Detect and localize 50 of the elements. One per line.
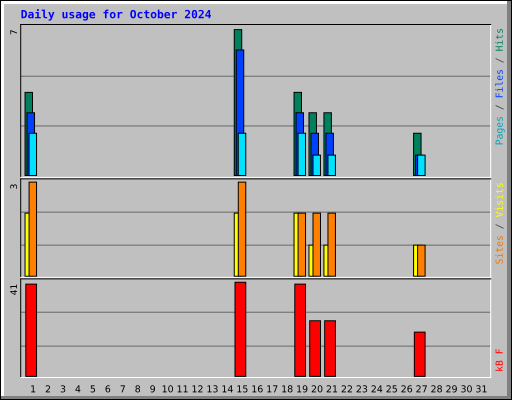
legend-title: / <box>496 58 504 63</box>
bar <box>25 284 38 377</box>
x-tick-label: 4 <box>75 385 80 392</box>
bar <box>324 320 336 377</box>
x-tick-label: 3 <box>60 385 66 392</box>
x-tick-label: 21 <box>326 385 338 392</box>
x-tick-label: 17 <box>267 385 278 392</box>
x-tick-label: 1 <box>31 385 36 392</box>
x-tick-label: 11 <box>178 385 188 392</box>
text: 3 <box>10 184 18 189</box>
x-tick-label: 19 <box>297 385 308 392</box>
x-tick-label: 5 <box>90 385 96 392</box>
text: / <box>496 105 504 110</box>
x-tick-label: 13 <box>207 385 218 392</box>
bar <box>234 282 246 377</box>
text: Pages <box>496 117 505 144</box>
x-tick-label: 7 <box>120 385 125 392</box>
text: 41 <box>10 284 17 295</box>
x-tick-label: 27 <box>416 385 427 392</box>
x-tick-label: 25 <box>386 385 397 392</box>
x-tick-label: 12 <box>192 385 203 392</box>
chart-title: Daily usage for October 2024 <box>21 9 212 21</box>
text: Visits <box>495 183 503 218</box>
x-tick-label: 30 <box>461 385 472 392</box>
x-tick-label: 10 <box>162 385 173 392</box>
x-tick-label: 2 <box>46 385 50 392</box>
x-tick-label: 6 <box>105 385 110 392</box>
text: Hits <box>495 28 503 51</box>
bar <box>294 284 306 377</box>
text: 7 <box>10 30 17 34</box>
x-tick-label: 31 <box>476 385 487 392</box>
x-tick-label: 14 <box>222 385 233 392</box>
legend-title: / <box>496 224 504 229</box>
x-tick-label: 22 <box>342 385 352 392</box>
x-tick-label: 15 <box>237 385 248 392</box>
x-tick-label: 24 <box>372 385 382 392</box>
x-tick-label: 23 <box>356 385 368 392</box>
text: Sites <box>495 236 503 264</box>
x-tick-label: 8 <box>135 385 140 392</box>
x-tick-label: 9 <box>150 385 155 392</box>
bar <box>414 332 426 377</box>
x-tick-label: 28 <box>431 385 442 392</box>
bar <box>309 320 321 377</box>
text: kB F <box>495 349 503 371</box>
x-tick-label: 26 <box>401 385 412 392</box>
x-tick-label: 18 <box>282 385 293 392</box>
x-tick-label: 16 <box>252 385 263 392</box>
x-tick-label: 29 <box>446 385 457 392</box>
text: Files <box>495 70 503 98</box>
x-tick-label: 20 <box>312 385 322 392</box>
